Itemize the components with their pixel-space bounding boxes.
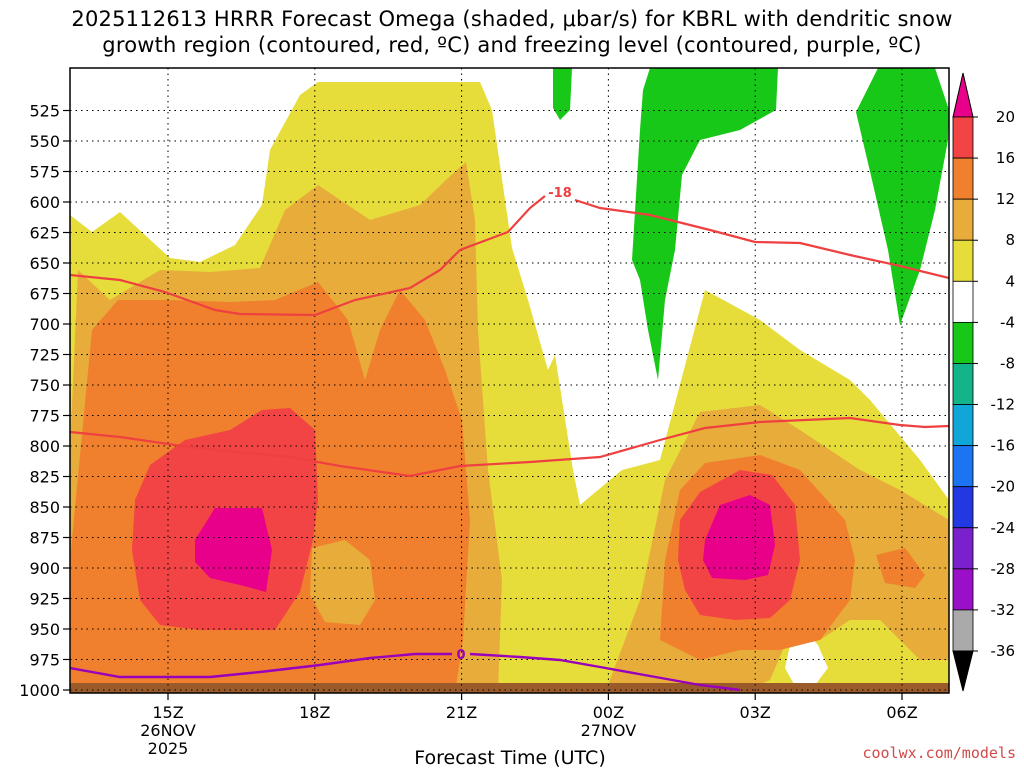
terrain-strip — [70, 683, 949, 693]
freezing-level-contour-b — [469, 652, 741, 692]
colorbar-label-12: -32 — [991, 601, 1016, 619]
omega-fill-8-12-pocket — [310, 540, 375, 625]
y-tick-label-575: 575 — [29, 163, 60, 182]
colorbar-bottom-arrow — [952, 650, 974, 692]
dgz-bottom-contour — [70, 416, 949, 478]
colorbar-swatch-9 — [952, 486, 974, 529]
y-tick-label-725: 725 — [29, 346, 60, 365]
y-tick-label-675: 675 — [29, 285, 60, 304]
dgz-top-label: -18 — [548, 186, 572, 201]
x-tick-label-15Z: 15Z — [152, 703, 183, 722]
colorbar-swatch-1 — [952, 157, 974, 200]
colorbar-swatch-11 — [952, 568, 974, 611]
omega-fill-neg4-neg8-a — [553, 68, 572, 120]
colorbar-label-11: -28 — [991, 560, 1016, 578]
colorbar: 20 16 12 8 4 -4 -8 -12 -16 -20 -24 -28 -32 -36 — [952, 72, 1016, 692]
colorbar-label-0: 20 — [996, 108, 1015, 126]
colorbar-label-9: -20 — [991, 478, 1016, 496]
colorbar-label-2: 12 — [996, 190, 1015, 208]
omega-fill-gt20 — [195, 508, 272, 592]
x-tick-label-00Z: 00Z — [593, 703, 624, 722]
colorbar-label-5: -4 — [1000, 313, 1015, 331]
y-tick-label-775: 775 — [29, 407, 60, 426]
omega-fill-neg4-neg8-b — [632, 68, 778, 380]
grid-lines — [70, 68, 949, 693]
title-line-2: growth region (contoured, red, ºC) and f… — [102, 33, 922, 57]
y-tick-label-700: 700 — [29, 315, 60, 334]
colorbar-label-4: 4 — [1005, 272, 1015, 290]
y-tick-label-625: 625 — [29, 224, 60, 243]
colorbar-swatch-8 — [952, 445, 974, 488]
colorbar-label-3: 8 — [1005, 231, 1015, 249]
colorbar-label-10: -24 — [991, 519, 1016, 537]
colorbar-label-13: -36 — [991, 642, 1016, 660]
x-tick-label-21Z: 21Z — [446, 703, 477, 722]
y-tick-label-825: 825 — [29, 468, 60, 487]
colorbar-swatch-10 — [952, 527, 974, 570]
plot-frame — [69, 67, 950, 694]
y-tick-label-525: 525 — [29, 102, 60, 121]
freezing-level-contour — [70, 652, 452, 679]
y-axis: 525 550 575 600 625 650 675 700 725 750 775 800 825 8… — [19, 102, 70, 700]
colorbar-swatch-2 — [952, 198, 974, 241]
x-tick-date-00Z: 27NOV — [581, 721, 637, 740]
y-tick-label-600: 600 — [29, 193, 60, 212]
dgz-top-contour — [70, 195, 546, 317]
colorbar-label-1: 16 — [996, 149, 1015, 167]
colorbar-swatch-5 — [952, 321, 974, 364]
colorbar-swatch-4 — [952, 280, 974, 323]
x-tick-date-15Z: 26NOV — [140, 721, 196, 740]
y-tick-label-850: 850 — [29, 498, 60, 517]
omega-fill-neg4-neg8-c — [856, 68, 949, 325]
y-tick-label-900: 900 — [29, 559, 60, 578]
omega-shading — [70, 68, 949, 693]
colorbar-swatch-3 — [952, 239, 974, 282]
y-tick-label-650: 650 — [29, 254, 60, 273]
y-tick-label-975: 975 — [29, 651, 60, 670]
colorbar-swatch-7 — [952, 404, 974, 447]
x-tick-year-15Z: 2025 — [148, 739, 189, 758]
credit-text: coolwx.com/models — [862, 744, 1016, 762]
colorbar-top-arrow — [952, 72, 974, 118]
y-tick-label-550: 550 — [29, 132, 60, 151]
colorbar-label-6: -8 — [1000, 354, 1015, 372]
title-line-1: 2025112613 HRRR Forecast Omega (shaded, … — [71, 7, 953, 31]
x-tick-label-18Z: 18Z — [299, 703, 330, 722]
dgz-top-contour-b — [574, 198, 949, 280]
colorbar-swatch-0 — [952, 116, 974, 159]
freezing-level-label: 0 — [456, 648, 465, 663]
y-tick-label-875: 875 — [29, 529, 60, 548]
y-tick-label-925: 925 — [29, 590, 60, 609]
colorbar-swatch-6 — [952, 363, 974, 405]
colorbar-swatch-12 — [952, 609, 974, 652]
colorbar-label-8: -16 — [991, 437, 1016, 455]
y-tick-label-950: 950 — [29, 620, 60, 639]
colorbar-label-7: -12 — [991, 396, 1016, 414]
x-tick-label-03Z: 03Z — [740, 703, 771, 722]
x-tick-label-06Z: 06Z — [886, 703, 917, 722]
chart-title: 2025112613 HRRR Forecast Omega (shaded, … — [0, 6, 1024, 58]
y-tick-label-1000: 1000 — [19, 681, 60, 700]
y-tick-label-800: 800 — [29, 437, 60, 456]
y-tick-label-750: 750 — [29, 376, 60, 395]
x-axis-title: Forecast Time (UTC) — [414, 747, 605, 768]
omega-fill-gt20-b — [703, 495, 775, 580]
